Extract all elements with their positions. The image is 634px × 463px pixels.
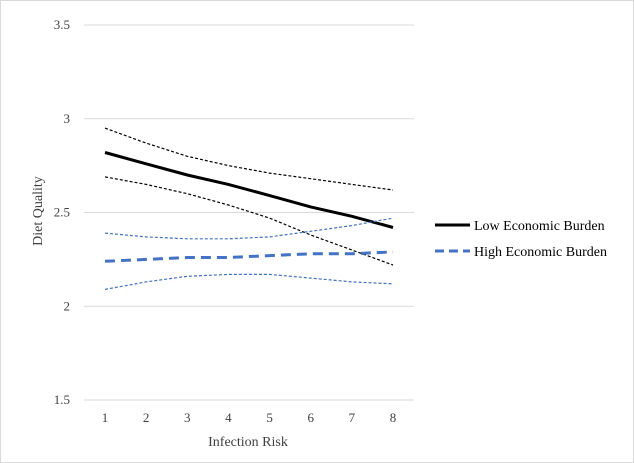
x-tick-label: 4 bbox=[225, 410, 232, 425]
y-tick-label: 3 bbox=[64, 111, 71, 126]
series-lines bbox=[104, 127, 394, 290]
x-tick-label: 6 bbox=[307, 410, 314, 425]
y-tick-label: 2 bbox=[64, 298, 71, 313]
ci-upper-line-high bbox=[104, 217, 394, 240]
x-tick-label: 8 bbox=[390, 410, 397, 425]
x-tick-label: 1 bbox=[102, 410, 109, 425]
x-tick-label: 2 bbox=[143, 410, 150, 425]
y-tick-label: 1.5 bbox=[54, 392, 70, 407]
y-tick-label: 3.5 bbox=[54, 17, 70, 32]
ci-upper-line-low bbox=[104, 127, 394, 191]
x-tick-label: 3 bbox=[184, 410, 191, 425]
y-tick-label: 2.5 bbox=[54, 205, 70, 220]
x-axis-title: Infection Risk bbox=[208, 435, 288, 450]
y-axis-title: Diet Quality bbox=[31, 176, 46, 246]
x-tick-label: 5 bbox=[266, 410, 273, 425]
y-tick-labels: 1.5 2 2.5 3 3.5 bbox=[54, 17, 70, 407]
x-tick-label: 7 bbox=[349, 410, 356, 425]
series-line-high bbox=[104, 250, 394, 263]
ci-lower-line-low bbox=[104, 176, 394, 266]
x-tick-labels: 1 2 3 4 5 6 7 8 bbox=[102, 410, 397, 425]
gridlines bbox=[84, 24, 414, 401]
ci-lower-line-high bbox=[104, 273, 394, 290]
legend-label-high: High Economic Burden bbox=[474, 245, 607, 260]
legend-label-low: Low Economic Burden bbox=[474, 219, 605, 234]
legend: Low Economic Burden High Economic Burden bbox=[435, 219, 607, 260]
series-line-low bbox=[104, 151, 394, 229]
